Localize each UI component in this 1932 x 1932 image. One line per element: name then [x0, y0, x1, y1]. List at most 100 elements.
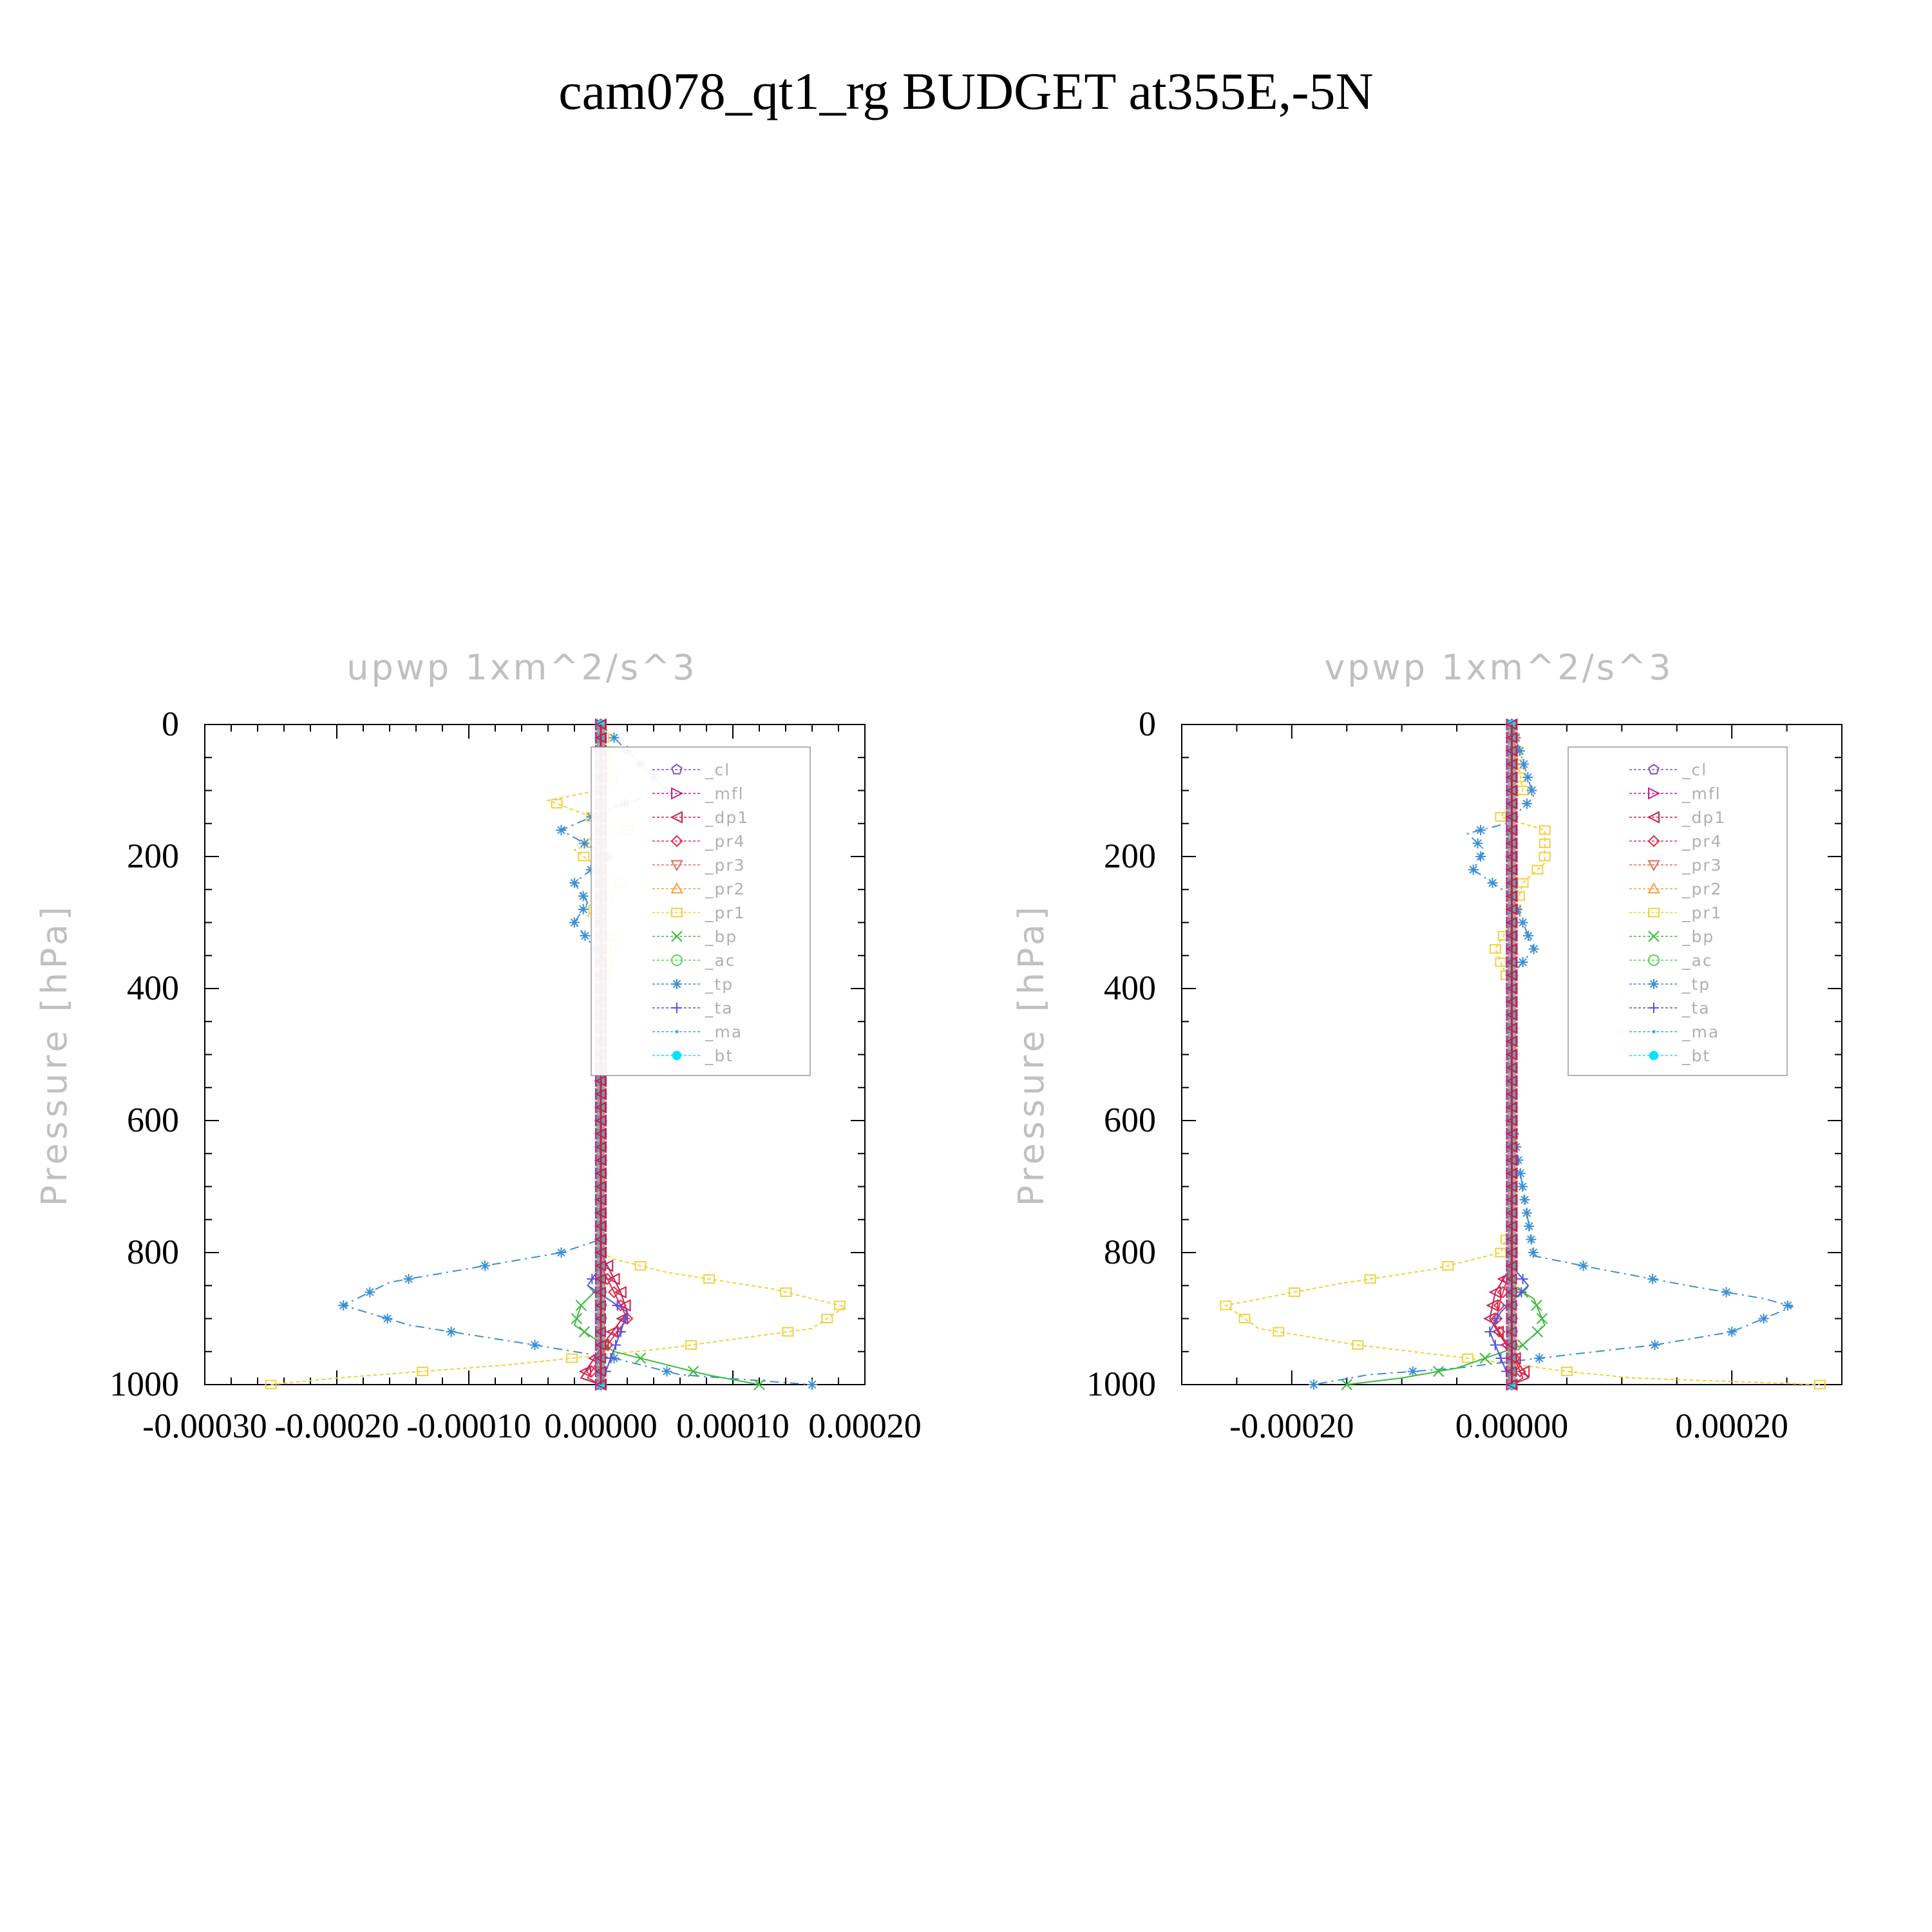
zero-line-marker: [594, 1101, 606, 1113]
legend-item-pr2: _pr2: [652, 880, 744, 898]
page-title: cam078_qt1_rg BUDGET at355E,-5N: [558, 62, 1374, 120]
data-point-tp: [1526, 785, 1537, 796]
legend-item-dp1: _dp1: [652, 808, 748, 827]
legend: _cl _mfl _dp1 _pr4 _pr3 _pr2 _pr1 _bp _ac _tp _ta _…: [1567, 746, 1788, 1076]
data-point-tp: [1472, 838, 1483, 849]
zero-line-marker: [594, 1075, 606, 1087]
data-point-dp1: [607, 1273, 620, 1285]
legend-marker: [1648, 907, 1660, 918]
zero-line-marker: [1506, 1022, 1517, 1034]
zero-line-marker: [1506, 784, 1517, 797]
zero-line-marker: [594, 1352, 606, 1364]
legend-marker: [1647, 835, 1660, 848]
data-point-pr1: [780, 1287, 792, 1297]
zero-line-marker: [1506, 930, 1517, 942]
zero-line-marker: [1506, 904, 1517, 915]
data-point-tp: [365, 1287, 375, 1298]
legend-marker: [672, 1050, 682, 1061]
legend-marker: [1652, 1030, 1656, 1034]
zero-line-marker: [1506, 1075, 1517, 1087]
data-point-tp: [1522, 772, 1533, 782]
data-point-pr1: [417, 1367, 429, 1376]
zero-line-marker: [1506, 745, 1517, 757]
zero-line-marker: [594, 1115, 606, 1126]
legend-item-tp: _tp: [652, 975, 732, 994]
zero-line-marker: [1506, 811, 1517, 823]
x-tick-label: -0.00020: [274, 1406, 399, 1445]
data-point-pr1: [1442, 1261, 1454, 1271]
legend-marker: [1648, 787, 1661, 800]
zero-line-marker: [1506, 1048, 1517, 1061]
series-line-tp: [341, 724, 813, 1385]
zero-line-marker: [1506, 1312, 1517, 1325]
legend-label: _bt: [1681, 1046, 1710, 1065]
data-point-ta: [1492, 1313, 1502, 1324]
data-point-tp: [1517, 1181, 1528, 1192]
legend-marker: [670, 835, 683, 848]
data-point-pr1: [821, 1314, 833, 1323]
data-point-pr1: [551, 799, 563, 809]
y-tick-label: 1000: [109, 1365, 179, 1403]
data-point-tp: [1519, 1195, 1530, 1205]
data-point-tp: [446, 1327, 457, 1337]
data-point-tp: [1649, 1340, 1660, 1350]
legend-label: _ac: [705, 951, 736, 970]
data-point-tp: [1783, 1300, 1794, 1311]
y-axis-label: Pressure [hPa]: [1011, 903, 1052, 1206]
data-point-pr1: [1560, 1367, 1573, 1376]
legend-label: _pr1: [1681, 904, 1723, 922]
legend-label: _ac: [1681, 951, 1713, 970]
data-point-tp: [382, 1313, 393, 1324]
data-point-tp: [569, 878, 580, 888]
zero-line-marker: [1506, 1115, 1517, 1126]
data-point-pr1: [1495, 1247, 1507, 1258]
zero-line-marker: [594, 1312, 606, 1325]
data-point-tp: [1517, 957, 1528, 967]
data-point-tp: [1528, 1247, 1539, 1258]
data-point-tp: [403, 1274, 414, 1284]
legend-marker: [671, 931, 683, 942]
data-point-tp: [1528, 943, 1539, 954]
legend-item-dp1: _dp1: [1629, 808, 1725, 827]
x-tick-label: -0.00020: [1229, 1406, 1354, 1445]
legend-label: _pr2: [1681, 880, 1723, 898]
legend-item-bp: _bp: [1629, 927, 1713, 946]
data-point-tp: [1647, 1274, 1658, 1284]
zero-line-marker: [594, 1379, 606, 1390]
y-tick-label: 200: [1104, 837, 1156, 875]
x-tick-label: -0.00030: [142, 1406, 267, 1445]
zero-line-marker: [1506, 969, 1517, 981]
data-point-bp: [1517, 1339, 1529, 1351]
legend-item-pr3: _pr3: [652, 856, 744, 875]
legend-item-ac: _ac: [652, 951, 736, 970]
zero-line-marker: [1506, 1088, 1517, 1100]
legend-item-pr2: _pr2: [1629, 880, 1723, 898]
legend-item-ma: _ma: [1629, 1023, 1718, 1041]
data-point-pr1: [578, 851, 590, 862]
y-tick-label: 800: [1104, 1233, 1156, 1271]
zero-line-marker: [594, 1247, 606, 1258]
zero-line-marker: [1506, 1220, 1517, 1232]
data-point-bp: [1341, 1379, 1352, 1390]
data-point-pr1: [634, 1261, 647, 1271]
legend-box: [591, 746, 811, 1076]
y-axis-label: Pressure [hPa]: [34, 903, 75, 1206]
data-point-pr1: [1495, 812, 1507, 822]
legend-marker: [675, 1030, 679, 1034]
data-point-pr1: [265, 1379, 277, 1390]
zero-line-marker: [594, 1300, 606, 1311]
data-point-dp1: [618, 1299, 631, 1312]
data-point-pr4: [1493, 1299, 1506, 1312]
legend-item-tp: _tp: [1629, 975, 1709, 994]
zero-line-marker: [594, 1273, 606, 1285]
zero-line-marker: [594, 1326, 606, 1338]
zero-line-marker: [1506, 772, 1517, 783]
zero-line-marker: [594, 1154, 606, 1166]
data-point-tp: [1523, 931, 1534, 941]
x-tick-label: 0.00000: [1455, 1406, 1569, 1445]
data-point-tp: [1526, 1234, 1537, 1245]
x-tick-label: 0.00020: [1675, 1406, 1788, 1445]
legend-item-pr1: _pr1: [652, 904, 744, 922]
data-point-ta: [1517, 1274, 1528, 1284]
zero-line-marker: [594, 1220, 606, 1232]
